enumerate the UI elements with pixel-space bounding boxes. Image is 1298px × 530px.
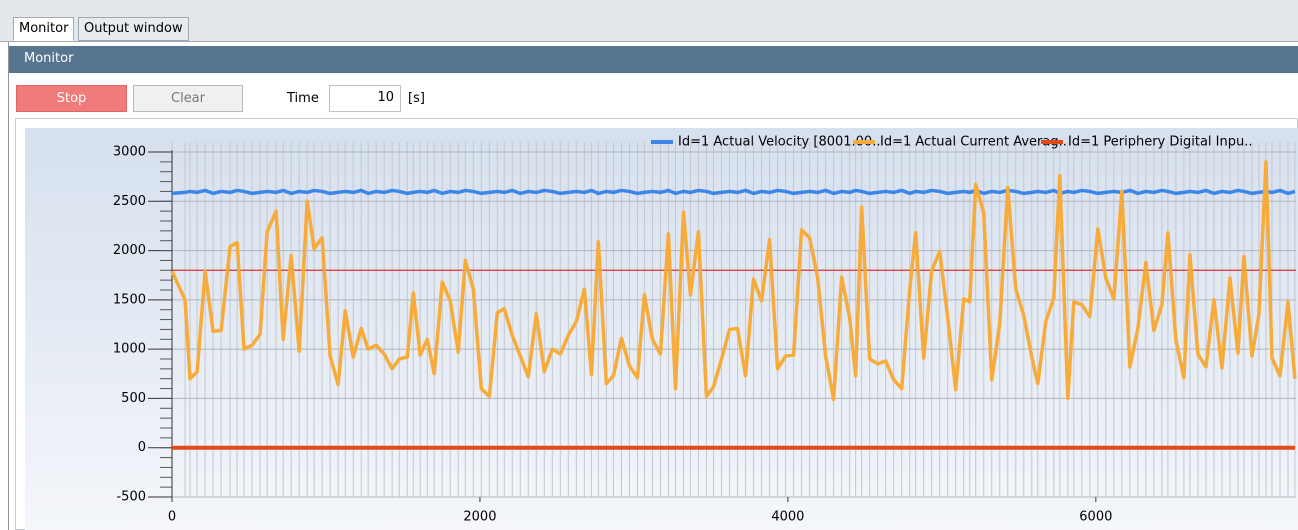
y-tick-label: 500: [121, 391, 146, 406]
y-tick-label: 0: [138, 440, 146, 455]
legend-label: Id=1 Periphery Digital Inpu..: [1068, 135, 1253, 150]
series-line: [171, 188, 1296, 196]
x-tick-label: 6000: [1079, 510, 1112, 525]
x-tick-label: 0: [168, 510, 176, 525]
legend-label: Id=1 Actual Current Averag..: [880, 135, 1067, 150]
x-tick-label: 2000: [463, 510, 496, 525]
clear-button[interactable]: Clear: [133, 85, 243, 112]
tab[interactable]: Output window: [78, 17, 189, 41]
tab[interactable]: Monitor: [13, 17, 75, 41]
time-label: Time: [287, 91, 319, 106]
stop-button[interactable]: Stop: [16, 85, 127, 112]
x-tick-label: 4000: [771, 510, 804, 525]
y-tick-label: 1000: [113, 342, 146, 357]
series-line: [170, 160, 1297, 402]
y-tick-label: 1500: [113, 292, 146, 307]
time-unit: [s]: [408, 91, 425, 106]
panel: [8, 42, 1298, 530]
time-input[interactable]: 10: [329, 85, 401, 112]
y-tick-label: 2000: [113, 243, 146, 258]
y-tick-label: 2500: [113, 194, 146, 209]
y-tick-label: 3000: [113, 145, 146, 160]
header: Monitor: [9, 46, 1298, 73]
legend-label: Id=1 Actual Velocity [8001.00..: [678, 135, 880, 150]
tab-bar: [0, 0, 1298, 42]
y-tick-label: -500: [116, 490, 146, 505]
